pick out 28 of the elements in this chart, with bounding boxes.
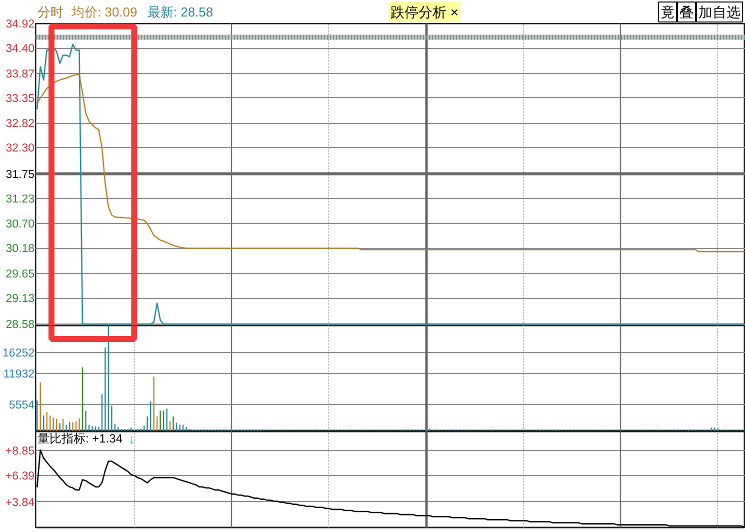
y-tick-label: 11932 xyxy=(3,368,35,380)
chart-title: 分时 xyxy=(38,4,64,20)
text: 最新: 28.58 xyxy=(147,4,214,20)
y-tick-label: +8.85 xyxy=(5,445,35,458)
text: 叠 xyxy=(680,4,694,20)
y-tick-label: 32.30 xyxy=(6,142,35,155)
y-tick-label: 33.35 xyxy=(6,92,35,105)
y-tick-label: 28.58 xyxy=(6,319,35,332)
y-tick-label: 33.87 xyxy=(6,68,35,80)
text: 加自选 xyxy=(698,4,740,20)
y-tick-label: 32.82 xyxy=(6,118,35,130)
y-tick-label: 5554 xyxy=(8,399,36,412)
y-tick-label: 16252 xyxy=(2,347,35,360)
y-tick-label: 34.40 xyxy=(6,43,35,56)
text: 跌停分析 × xyxy=(390,4,459,20)
y-tick-label: +6.39 xyxy=(5,470,35,483)
annotation: ↓ xyxy=(128,430,136,446)
y-tick-label: 34.92 xyxy=(6,18,35,30)
y-tick-label: 30.18 xyxy=(6,243,35,256)
y-tick-label: 31.23 xyxy=(6,193,35,206)
text: 均价: 30.09 xyxy=(70,4,138,20)
text: 竟 xyxy=(660,4,674,20)
y-tick-label: +3.84 xyxy=(5,496,36,509)
y-tick-label: 31.75 xyxy=(6,168,35,181)
y-tick-label: 30.70 xyxy=(6,218,35,231)
y-tick-label: 29.65 xyxy=(6,268,35,280)
chart-title: 量比指标: +1.34 xyxy=(38,432,123,446)
y-tick-label: 29.13 xyxy=(6,293,35,305)
